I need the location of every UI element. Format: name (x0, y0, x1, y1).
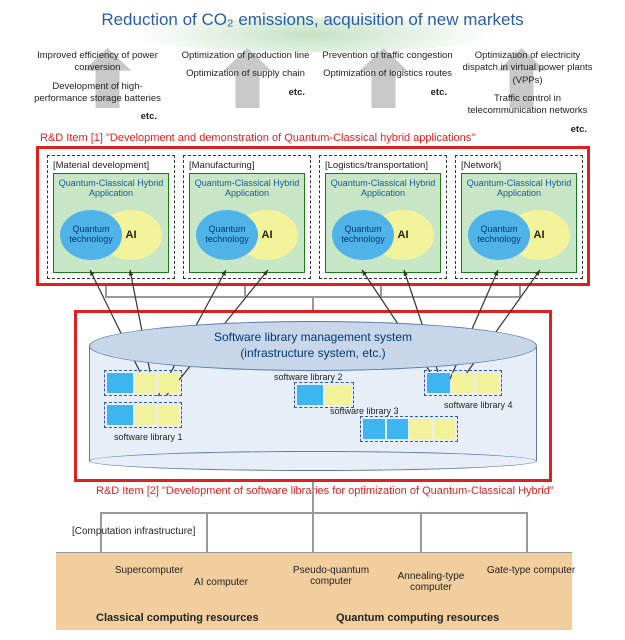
connector-rd2-down (312, 482, 314, 512)
outcome-item: Optimization of supply chain (178, 68, 313, 80)
connector-comp-h (100, 512, 528, 514)
computer-item: Pseudo-quantum computer (286, 565, 376, 587)
outcome-column: Optimization of electricity dispatch in … (460, 50, 595, 136)
computer-vline (526, 512, 528, 552)
outcome-item: Development of high-performance storage … (30, 81, 165, 106)
outcome-item: Improved efficiency of power conversion (30, 50, 165, 75)
quantum-tech-circle: Quantum technology (468, 210, 530, 260)
domain-label: [Logistics/transportation] (322, 158, 444, 173)
outcome-item: Prevention of traffic congestion (320, 50, 455, 62)
domain-box: [Material development] Quantum-Classical… (47, 155, 175, 279)
library-square (387, 419, 409, 439)
library-label: software library 3 (330, 406, 399, 416)
cylinder-title: Software library management system (214, 330, 412, 344)
library-square (410, 419, 432, 439)
domain-label: [Network] (458, 158, 580, 173)
outcome-etc: etc. (30, 111, 165, 123)
domain-label: [Manufacturing] (186, 158, 308, 173)
outcome-item: Optimization of electricity dispatch in … (460, 50, 595, 87)
software-library (424, 370, 502, 396)
application-box: Quantum-Classical Hybrid Application AI … (325, 173, 441, 273)
classical-label: Classical computing resources (96, 612, 259, 624)
app-title: Quantum-Classical Hybrid Application (190, 178, 304, 198)
outcome-etc: etc. (178, 87, 313, 99)
computer-vline (420, 512, 422, 552)
outcome-column: Improved efficiency of power conversion D… (30, 50, 165, 124)
library-label: software library 2 (274, 372, 343, 382)
application-box: Quantum-Classical Hybrid Application AI … (189, 173, 305, 273)
outcome-item: Optimization of logistics routes (320, 68, 455, 80)
library-square (434, 419, 456, 439)
computation-box: SupercomputerAI computer Pseudo-quantum c… (56, 552, 572, 630)
quantum-tech-circle: Quantum technology (332, 210, 394, 260)
library-square (476, 373, 499, 393)
cylinder-sub: (infrastructure system, etc.) (240, 346, 385, 360)
computer-item: Supercomputer (104, 565, 194, 576)
library-square (158, 373, 179, 393)
domain-box: [Network] Quantum-Classical Hybrid Appli… (455, 155, 583, 279)
library-square (135, 373, 156, 393)
library-square (107, 373, 133, 393)
outcome-etc: etc. (320, 87, 455, 99)
software-library (104, 402, 182, 428)
application-box: Quantum-Classical Hybrid Application AI … (461, 173, 577, 273)
library-square (452, 373, 475, 393)
cylinder-bottom (89, 451, 537, 471)
library-square (427, 373, 450, 393)
title-area: Reduction of CO₂ emissions, acquisition … (50, 6, 575, 46)
app-title: Quantum-Classical Hybrid Application (326, 178, 440, 198)
domain-box: [Manufacturing] Quantum-Classical Hybrid… (183, 155, 311, 279)
domain-label: [Material development] (50, 158, 172, 173)
library-square (135, 405, 156, 425)
library-square (297, 385, 323, 405)
library-label: software library 1 (114, 432, 183, 442)
computation-label: [Computation infrastructure] (72, 526, 195, 537)
rd2-label: R&D Item [2] "Development of software li… (96, 485, 554, 497)
computer-vline (206, 512, 208, 552)
library-label: software library 4 (444, 400, 513, 410)
app-title: Quantum-Classical Hybrid Application (462, 178, 576, 198)
software-library (360, 416, 458, 442)
library-square (363, 419, 385, 439)
outcome-column: Optimization of production line Optimizat… (178, 50, 313, 99)
outcome-etc: etc. (460, 124, 595, 136)
software-library (294, 382, 354, 408)
software-library (104, 370, 182, 396)
computer-item: AI computer (176, 577, 266, 588)
outcome-item: Traffic control in telecommunication net… (460, 93, 595, 118)
computer-vline (312, 512, 314, 552)
computer-item: Gate-type computer (486, 565, 576, 576)
application-box: Quantum-Classical Hybrid Application AI … (53, 173, 169, 273)
connector-mid (312, 296, 314, 310)
computer-item: Annealing-type computer (386, 571, 476, 593)
cylinder-top: Software library management system (infr… (89, 321, 537, 371)
app-title: Quantum-Classical Hybrid Application (54, 178, 168, 198)
quantum-tech-circle: Quantum technology (196, 210, 258, 260)
domain-box: [Logistics/transportation] Quantum-Class… (319, 155, 447, 279)
outcome-item: Optimization of production line (178, 50, 313, 62)
main-title: Reduction of CO₂ emissions, acquisition … (50, 6, 575, 30)
library-square (107, 405, 133, 425)
rd1-box: [Material development] Quantum-Classical… (36, 146, 590, 286)
quantum-tech-circle: Quantum technology (60, 210, 122, 260)
outcome-column: Prevention of traffic congestion Optimiza… (320, 50, 455, 99)
rd1-label: R&D Item [1] "Development and demonstrat… (40, 132, 475, 144)
library-square (158, 405, 179, 425)
quantum-label: Quantum computing resources (336, 612, 499, 624)
library-square (325, 385, 351, 405)
